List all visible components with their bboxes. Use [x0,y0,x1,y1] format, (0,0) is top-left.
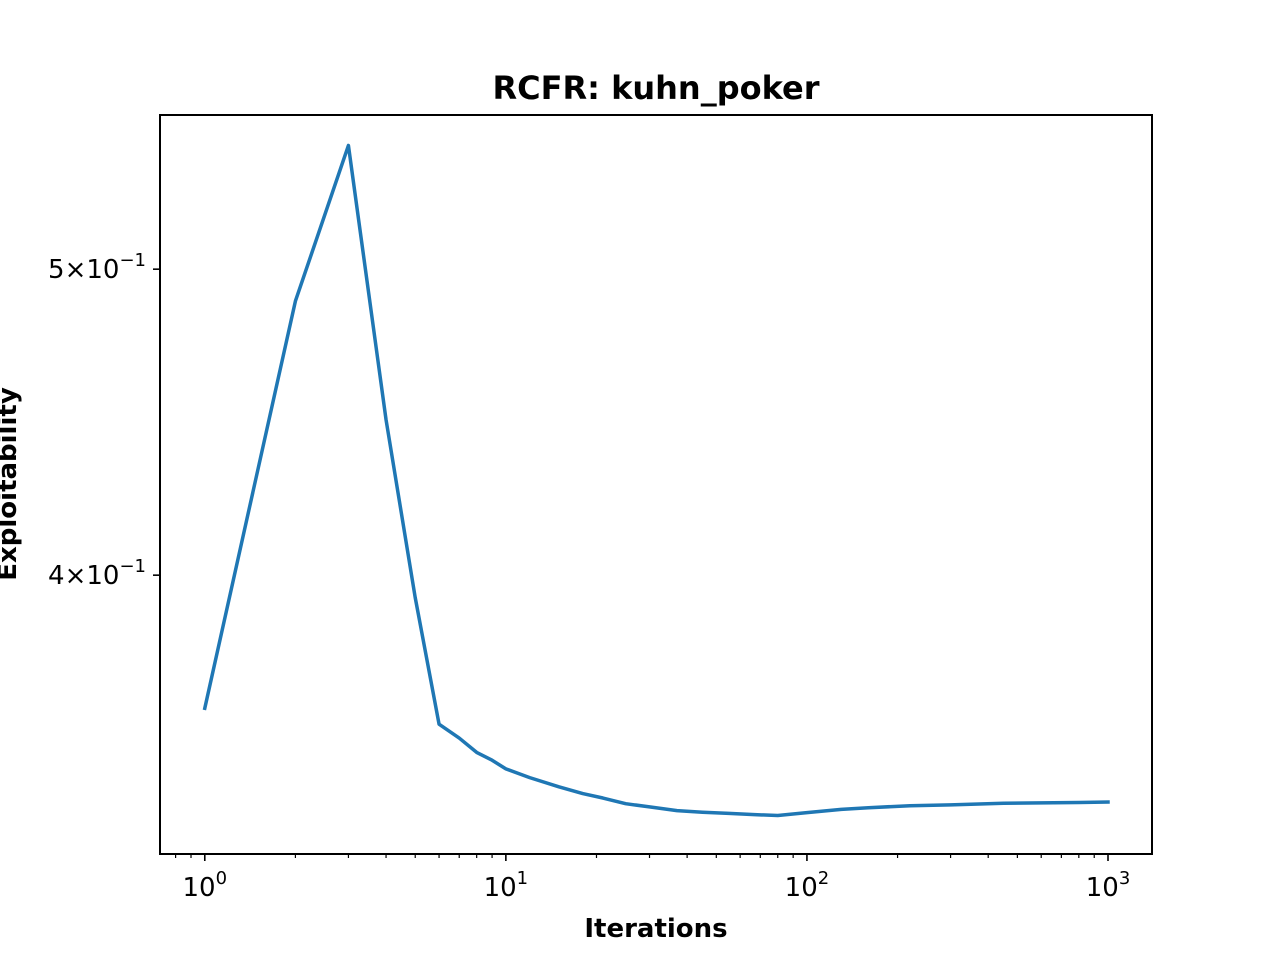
plot-area [202,143,1110,818]
x-tick-label: 102 [785,868,830,903]
x-tick-label-base: 10 [1086,873,1119,903]
y-tick-label-exponent: −1 [119,250,146,271]
y-tick-label-mantissa: 4×10 [48,561,119,591]
x-tick-label-base: 10 [183,873,216,903]
series-line-0 [202,143,1110,818]
x-tick-label-exponent: 1 [517,868,528,889]
x-tick-label-base: 10 [484,873,517,903]
x-tick-label: 101 [484,868,529,903]
chart-title: RCFR: kuhn_poker [493,69,820,107]
x-tick-label-exponent: 0 [216,868,227,889]
y-tick-label-mantissa: 5×10 [48,255,119,285]
x-tick-label-exponent: 3 [1119,868,1130,889]
y-tick-label-exponent: −1 [119,556,146,577]
plot-frame [159,114,1153,855]
x-tick-label: 103 [1086,868,1131,903]
x-tick-label: 100 [183,868,228,903]
x-tick-label-exponent: 2 [818,868,829,889]
x-tick-label-base: 10 [785,873,818,903]
y-tick-label: 4×10−1 [48,556,146,591]
y-tick-label: 5×10−1 [48,250,146,285]
x-axis: 100 101 102 103 [175,854,1131,903]
y-axis: 4×10−15×10−1 [48,250,160,591]
x-axis-label: Iterations [584,914,727,944]
y-axis-label: Exploitability [0,387,23,581]
